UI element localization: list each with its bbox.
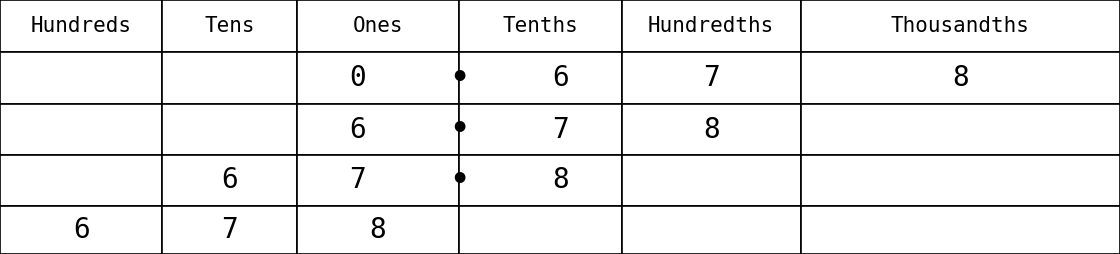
- Bar: [622, 104, 801, 155]
- Text: 7: 7: [703, 64, 719, 92]
- Text: Tenths: Tenths: [503, 16, 578, 36]
- Text: 8: 8: [952, 64, 969, 92]
- Bar: [622, 0, 801, 52]
- Bar: [459, 52, 622, 104]
- Bar: [0, 104, 162, 155]
- Bar: [459, 206, 622, 254]
- Text: 6: 6: [222, 166, 237, 194]
- Bar: [622, 155, 801, 206]
- Text: 7: 7: [552, 116, 569, 144]
- Text: Hundredths: Hundredths: [648, 16, 774, 36]
- Bar: [162, 104, 297, 155]
- Text: 8: 8: [703, 116, 719, 144]
- Bar: [162, 206, 297, 254]
- Text: 7: 7: [349, 166, 366, 194]
- Text: Tens: Tens: [204, 16, 255, 36]
- Text: 6: 6: [552, 64, 569, 92]
- Bar: [0, 206, 162, 254]
- Bar: [801, 52, 1120, 104]
- Bar: [0, 0, 162, 52]
- Bar: [162, 155, 297, 206]
- Bar: [0, 155, 162, 206]
- Text: 7: 7: [222, 216, 237, 244]
- Bar: [297, 0, 459, 52]
- Bar: [459, 104, 622, 155]
- Text: Thousandths: Thousandths: [892, 16, 1029, 36]
- Bar: [622, 206, 801, 254]
- Text: 6: 6: [349, 116, 366, 144]
- Bar: [801, 155, 1120, 206]
- Bar: [801, 0, 1120, 52]
- Bar: [622, 52, 801, 104]
- Text: •: •: [450, 166, 468, 195]
- Text: 8: 8: [370, 216, 386, 244]
- Text: Hundreds: Hundreds: [30, 16, 132, 36]
- Bar: [162, 52, 297, 104]
- Bar: [162, 0, 297, 52]
- Bar: [459, 155, 622, 206]
- Text: •: •: [450, 64, 468, 93]
- Bar: [459, 0, 622, 52]
- Text: Ones: Ones: [353, 16, 403, 36]
- Bar: [297, 155, 459, 206]
- Bar: [801, 104, 1120, 155]
- Text: 6: 6: [73, 216, 90, 244]
- Text: •: •: [450, 115, 468, 144]
- Text: 8: 8: [552, 166, 569, 194]
- Bar: [297, 104, 459, 155]
- Bar: [0, 52, 162, 104]
- Bar: [297, 206, 459, 254]
- Bar: [297, 52, 459, 104]
- Text: 0: 0: [349, 64, 366, 92]
- Bar: [801, 206, 1120, 254]
